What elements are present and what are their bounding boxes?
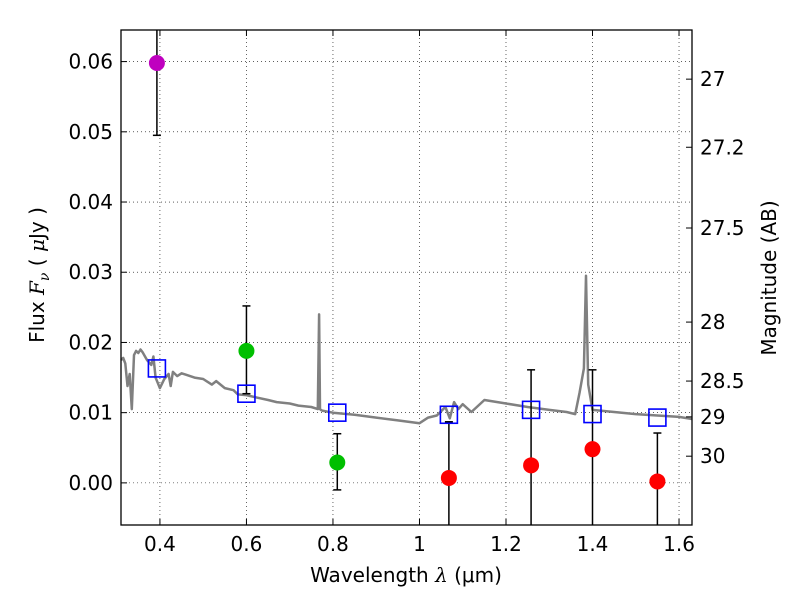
y-tick-label: 0.06	[68, 50, 113, 74]
x-tick-label: 1.4	[577, 532, 609, 556]
y2-tick-label: 30	[700, 444, 725, 468]
model-photometry-square	[327, 403, 347, 422]
x-tick-label: 0.6	[231, 532, 263, 556]
model-photometry-square	[648, 408, 667, 427]
y-tick-label: 0.04	[68, 190, 113, 214]
y-axis-label: Flux Fν ( μJy )	[25, 207, 53, 343]
x-tick-label: 0.8	[317, 532, 349, 556]
y-tick-label: 0.02	[68, 330, 113, 354]
x-tick-label: 1.6	[663, 532, 695, 556]
plot-frame	[120, 29, 693, 526]
model-photometry-square	[147, 359, 167, 378]
y2-tick-label: 27.2	[700, 135, 745, 159]
axis-ticks	[121, 30, 692, 525]
x-tick-label: 1.2	[490, 532, 522, 556]
y-tick-label: 0.03	[68, 260, 113, 284]
observed-point	[238, 342, 255, 359]
y2-axis-label: Magnitude (AB)	[757, 200, 781, 355]
tick-labels: 0.4 0.6 0.8 1 1.2 1.4 1.6 0.00 0.01 0.02 0.03 0.04 0…	[68, 50, 744, 556]
observed-point	[584, 441, 601, 458]
model-photometry-points	[147, 359, 667, 427]
observed-point	[440, 469, 457, 486]
y-tick-label: 0.01	[68, 401, 113, 425]
model-photometry-square	[521, 400, 541, 420]
x-tick-label: 0.4	[144, 532, 176, 556]
model-photometry-square	[583, 404, 602, 424]
model-photometry-square	[439, 405, 459, 425]
grid	[121, 30, 692, 525]
model-photometry-square	[237, 384, 256, 404]
y-tick-label: 0.00	[68, 471, 113, 495]
sed-model-line	[120, 274, 693, 425]
y2-tick-label: 28	[700, 310, 725, 334]
observed-point	[148, 55, 165, 71]
y2-tick-label: 29	[700, 405, 725, 429]
observed-point	[523, 457, 540, 474]
x-axis-label: Wavelength λ (μm)	[310, 563, 502, 587]
observed-points	[148, 55, 666, 490]
observed-point	[329, 454, 346, 471]
y-tick-label: 0.05	[68, 120, 113, 144]
y2-tick-label: 27	[700, 67, 725, 91]
sed-model-curve	[120, 274, 693, 425]
y2-tick-label: 27.5	[700, 216, 745, 240]
y2-tick-label: 28.5	[700, 369, 745, 393]
x-tick-label: 1	[413, 532, 426, 556]
observed-point	[649, 473, 666, 490]
